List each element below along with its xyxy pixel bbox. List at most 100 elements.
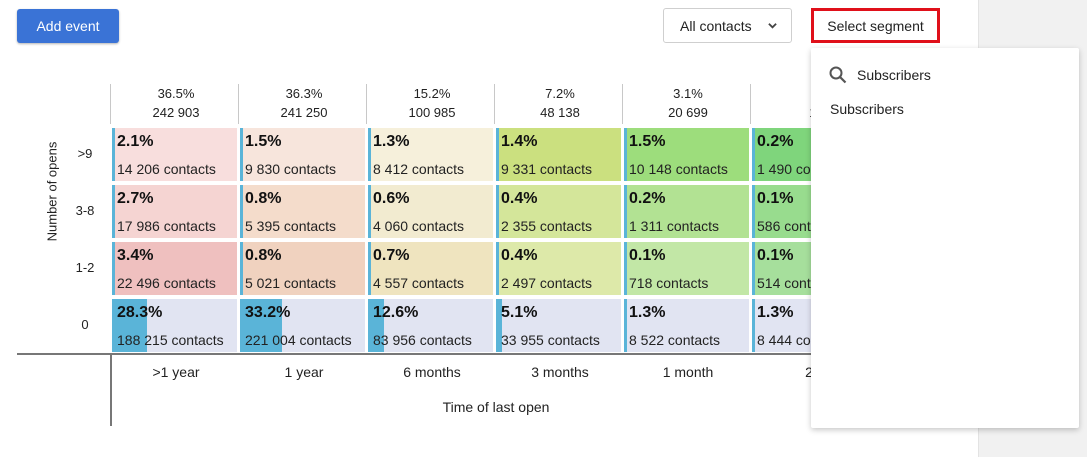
row-label: 3-8 — [75, 203, 95, 218]
column-header: 15.2% 100 985 — [368, 84, 496, 122]
select-segment-button[interactable]: Select segment — [811, 8, 940, 43]
cell-contacts: 8 444 co — [757, 332, 811, 348]
cell-percentage: 0.4% — [501, 190, 538, 207]
cell-contacts: 4 060 contacts — [373, 218, 465, 234]
column-total: 20 699 — [668, 105, 708, 120]
cell-percentage: 2.7% — [117, 190, 154, 207]
y-axis-title: Number of opens — [44, 141, 60, 242]
y-axis-line — [110, 353, 112, 426]
cell-percentage: 0.2% — [629, 190, 666, 207]
cell-contacts: 10 148 contacts — [629, 161, 728, 177]
cell-contacts: 22 496 contacts — [117, 275, 216, 291]
cell-contacts: 9 830 contacts — [245, 161, 337, 177]
grid-cell[interactable]: 2.7% 17 986 contacts — [112, 185, 237, 238]
column-label: 6 months — [403, 364, 461, 380]
column-share: 3.1% — [673, 86, 703, 101]
grid-cell[interactable]: 1.3% 8 412 contacts — [368, 128, 493, 181]
grid-cell[interactable]: 12.6% 83 956 contacts — [368, 299, 493, 352]
grid-cell[interactable]: 28.3% 188 215 contacts — [112, 299, 237, 352]
grid-cell[interactable]: 0.7% 4 557 contacts — [368, 242, 493, 295]
cell-percentage: 12.6% — [373, 304, 419, 321]
grid-cell[interactable]: 0.8% 5 021 contacts — [240, 242, 365, 295]
cell-fill-bar — [240, 128, 243, 181]
cell-percentage: 2.1% — [117, 133, 154, 150]
cell-fill-bar — [240, 185, 243, 238]
grid-cell[interactable]: 0.4% 2 497 contacts — [496, 242, 621, 295]
contacts-select[interactable]: All contacts — [663, 8, 792, 43]
cell-contacts: 4 557 contacts — [373, 275, 465, 291]
cell-percentage: 5.1% — [501, 304, 538, 321]
column-total: 100 985 — [408, 105, 456, 120]
cell-percentage: 0.2% — [757, 133, 794, 150]
cell-contacts: 1 490 co — [757, 161, 811, 177]
cell-fill-bar — [496, 242, 499, 295]
grid-cell[interactable]: 0.4% 2 355 contacts — [496, 185, 621, 238]
cell-contacts: 83 956 contacts — [373, 332, 472, 348]
column-label: >1 year — [152, 364, 200, 380]
row-label: 0 — [81, 317, 89, 332]
column-divider — [238, 84, 239, 124]
column-share: 36.5% — [157, 86, 195, 101]
x-axis-title: Time of last open — [442, 399, 550, 415]
grid-cell[interactable]: 0.6% 4 060 contacts — [368, 185, 493, 238]
cell-fill-bar — [752, 299, 755, 352]
column-total: 48 138 — [540, 105, 580, 120]
segment-option-subscribers[interactable]: Subscribers — [830, 101, 904, 117]
cell-percentage: 33.2% — [245, 304, 291, 321]
grid-cell[interactable]: 1.4% 9 331 contacts — [496, 128, 621, 181]
cell-fill-bar — [496, 128, 499, 181]
cell-contacts: 2 355 contacts — [501, 218, 593, 234]
cell-fill-bar — [240, 242, 243, 295]
grid-cell[interactable]: 0.1% 718 contacts — [624, 242, 749, 295]
cell-contacts: 1 311 contacts — [629, 218, 720, 234]
column-share: 36.3% — [285, 86, 323, 101]
cell-contacts: 9 331 contacts — [501, 161, 593, 177]
column-label: 1 year — [284, 364, 324, 380]
add-event-button[interactable]: Add event — [17, 9, 119, 43]
cell-fill-bar — [240, 299, 282, 352]
grid-cell[interactable]: 33.2% 221 004 contacts — [240, 299, 365, 352]
row-label: 1-2 — [75, 260, 95, 275]
cell-contacts: 17 986 contacts — [117, 218, 216, 234]
cell-percentage: 1.3% — [629, 304, 666, 321]
cell-contacts: 33 955 contacts — [501, 332, 600, 348]
column-total: 242 903 — [152, 105, 200, 120]
chevron-down-icon — [768, 23, 777, 29]
cell-fill-bar — [752, 128, 755, 181]
segment-search — [829, 65, 1057, 85]
column-share: 15.2% — [413, 86, 451, 101]
x-axis-line — [17, 353, 812, 355]
column-label: 1 month — [662, 364, 714, 380]
cell-percentage: 0.1% — [757, 190, 794, 207]
column-header: 36.5% 242 903 — [112, 84, 240, 122]
cell-fill-bar — [368, 242, 371, 295]
grid-cell[interactable]: 1.5% 9 830 contacts — [240, 128, 365, 181]
cell-fill-bar — [368, 299, 384, 352]
search-icon — [829, 66, 847, 84]
grid-cell[interactable]: 0.2% 1 311 contacts — [624, 185, 749, 238]
cell-fill-bar — [624, 185, 627, 238]
cell-fill-bar — [368, 185, 371, 238]
grid-cell[interactable]: 3.4% 22 496 contacts — [112, 242, 237, 295]
cell-contacts: 586 conta — [757, 218, 819, 234]
cell-fill-bar — [112, 185, 115, 238]
cell-contacts: 5 395 contacts — [245, 218, 337, 234]
cell-fill-bar — [752, 185, 755, 238]
grid-cell[interactable]: 1.3% 8 522 contacts — [624, 299, 749, 352]
grid-cell[interactable]: 1.5% 10 148 contacts — [624, 128, 749, 181]
cell-percentage: 1.4% — [501, 133, 538, 150]
cell-contacts: 188 215 contacts — [117, 332, 224, 348]
cell-percentage: 1.3% — [373, 133, 410, 150]
cell-percentage: 1.3% — [757, 304, 794, 321]
grid-cell[interactable]: 5.1% 33 955 contacts — [496, 299, 621, 352]
segment-search-input[interactable] — [857, 67, 1057, 83]
cell-percentage: 0.4% — [501, 247, 538, 264]
cell-fill-bar — [112, 242, 115, 295]
cell-contacts: 514 conta — [757, 275, 819, 291]
column-divider — [366, 84, 367, 124]
grid-cell[interactable]: 2.1% 14 206 contacts — [112, 128, 237, 181]
column-header: 7.2% 48 138 — [496, 84, 624, 122]
cell-contacts: 2 497 contacts — [501, 275, 593, 291]
cell-contacts: 8 412 contacts — [373, 161, 465, 177]
grid-cell[interactable]: 0.8% 5 395 contacts — [240, 185, 365, 238]
